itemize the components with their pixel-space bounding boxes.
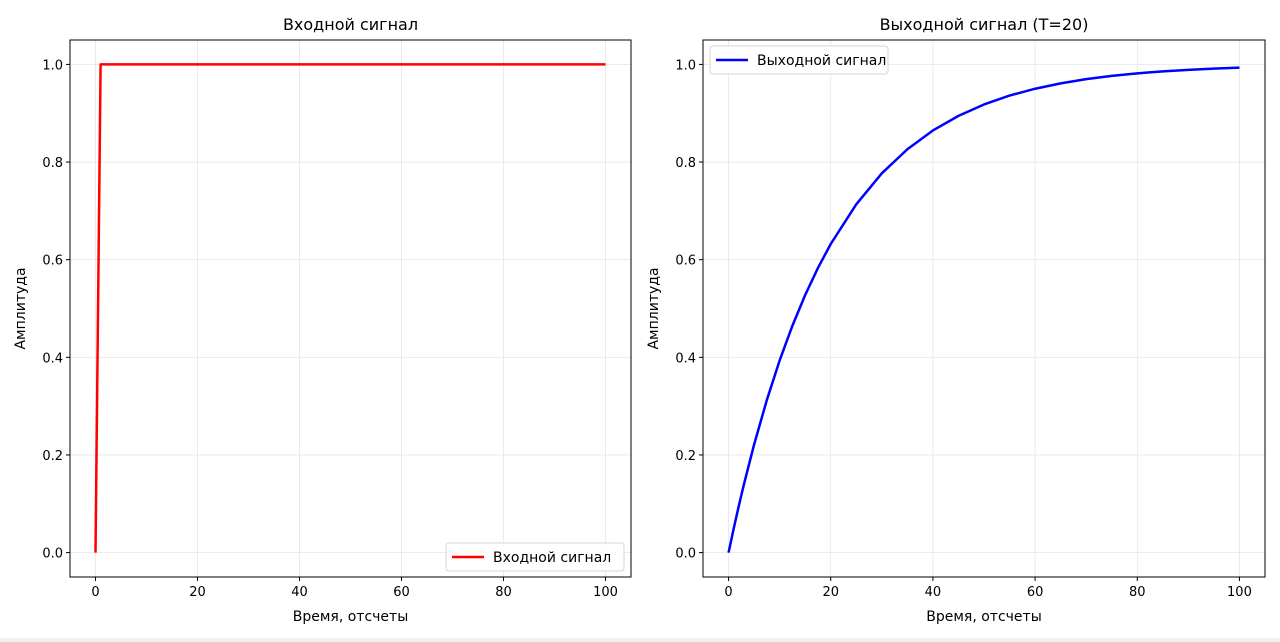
y-tick-label: 0.4 <box>675 351 696 366</box>
subplot-2: 0 20 40 60 80 100 0.0 0.2 0.4 0.6 0.8 1.0 Выходной с… <box>646 15 1266 625</box>
series-line <box>727 66 1240 553</box>
y-tick-label: 0.4 <box>42 351 63 366</box>
subplot-1: 0 20 40 60 80 100 0.0 0.2 0.4 0.6 0.8 1.0 Входной си… <box>13 15 632 625</box>
bottom-strip <box>0 638 1280 642</box>
legend-box <box>445 542 625 572</box>
y-tick-label: 0.8 <box>675 156 696 171</box>
x-tick-label: 100 <box>593 585 618 600</box>
x-tick-label: 60 <box>1027 585 1044 600</box>
y-tick-label: 1.0 <box>42 58 63 73</box>
x-tick-label: 60 <box>393 585 410 600</box>
x-axis-label: Время, отсчеты <box>293 609 409 625</box>
x-tick-label: 40 <box>291 585 308 600</box>
legend-label: Входной сигнал <box>493 550 611 566</box>
chart-title: Входной сигнал <box>283 15 418 34</box>
x-tick-label: 100 <box>1227 585 1252 600</box>
y-axis-label: Амплитуда <box>13 267 29 349</box>
x-tick-label: 0 <box>91 585 99 600</box>
y-tick-label: 0.6 <box>42 254 63 269</box>
y-tick-label: 0.2 <box>42 449 63 464</box>
y-tick-label: 1.0 <box>675 58 696 73</box>
x-tick-label: 80 <box>495 585 512 600</box>
y-tick-label: 0.8 <box>42 156 63 171</box>
legend: Входной сигнал <box>445 542 625 572</box>
x-tick-label: 80 <box>1129 585 1146 600</box>
y-axis-label: Амплитуда <box>646 267 662 349</box>
y-tick-label: 0.6 <box>675 254 696 269</box>
y-tick-label: 0.0 <box>675 547 696 562</box>
legend-label: Выходной сигнал <box>757 53 886 69</box>
legend-box <box>709 45 889 75</box>
x-axis-label: Время, отсчеты <box>926 609 1042 625</box>
y-tick-label: 0.0 <box>42 547 63 562</box>
chart-title: Выходной сигнал (T=20) <box>880 15 1089 34</box>
y-tick-label: 0.2 <box>675 449 696 464</box>
series-line <box>94 63 606 553</box>
x-tick-label: 40 <box>925 585 942 600</box>
x-tick-label: 20 <box>822 585 839 600</box>
x-tick-label: 0 <box>724 585 732 600</box>
axes-frame <box>702 39 1266 578</box>
x-tick-label: 20 <box>189 585 206 600</box>
axes-frame <box>69 39 632 578</box>
legend: Выходной сигнал <box>709 45 889 75</box>
